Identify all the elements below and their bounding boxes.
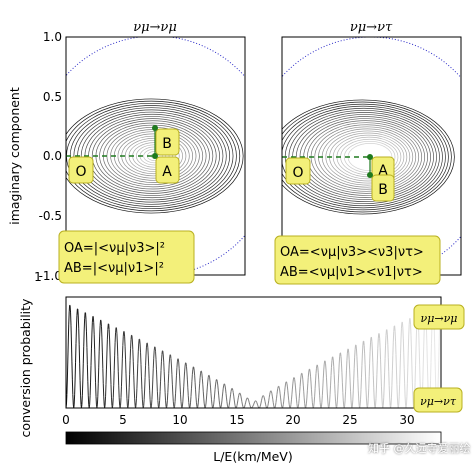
spiral-ellipse: [73, 107, 231, 205]
point-a-right: [367, 154, 373, 160]
xtick-15: 15: [229, 413, 244, 427]
bottom-panel: 1 conversion probability 0 5 10 15 20 25…: [18, 270, 465, 464]
colorbar: [65, 431, 442, 445]
spiral-ellipse: [314, 124, 420, 190]
legend-nutau: νμ→ντ: [420, 395, 457, 408]
label-a-right: A: [378, 163, 388, 179]
label-o-left: O: [75, 164, 86, 180]
bottom-frame: [65, 296, 442, 409]
spiral-ellipse: [66, 100, 241, 212]
left-panel: νμ→νμ 1.0 0.5 0.0 -0.5 -1.0 imaginary co…: [7, 20, 246, 284]
spiral-ellipse: [66, 98, 244, 214]
xtick-5: 5: [119, 413, 127, 427]
legend-numu-box: [413, 304, 465, 330]
right-formula-ab: AB=<νμ|ν1><ν1|ντ>: [280, 265, 423, 280]
spiral-ellipse: [99, 122, 207, 190]
ytick-neg1.0: -1.0: [39, 269, 62, 283]
spiral-ellipse: [325, 130, 411, 184]
spiral-ellipse: [80, 111, 224, 201]
oscillation-lines: [66, 302, 441, 408]
spiral-ellipse: [282, 105, 446, 209]
spiral-ellipse: [306, 120, 426, 194]
bottom-ylabel: conversion probability: [18, 298, 33, 437]
left-ylabel: imaginary component: [7, 87, 22, 225]
watermark: 知乎 @久远寺爱丽绘: [368, 442, 471, 455]
ytick-0.5: 0.5: [43, 90, 62, 104]
spiral-ellipse: [124, 137, 183, 175]
colorbar-label: L/E(km/MeV): [213, 449, 292, 464]
label-box-a-left: [155, 156, 180, 184]
spiral-ellipse: [299, 116, 431, 198]
spiral-ellipse: [288, 109, 440, 205]
label-box-o-left: [68, 156, 94, 184]
xtick-0: 0: [62, 413, 70, 427]
point-b-left: [152, 125, 158, 131]
right-formula-oa: OA=<νμ|ν3><ν3|ντ>: [280, 245, 424, 260]
spiral-ellipse: [332, 134, 405, 180]
spiral-ellipse: [91, 118, 214, 194]
ytick-1.0: 1.0: [43, 30, 62, 44]
spiral-ellipse: [117, 133, 190, 179]
point-a-left: [152, 153, 158, 159]
legend-nutau-box: [413, 387, 463, 413]
xtick-25: 25: [342, 413, 357, 427]
label-box-b-left: [155, 128, 180, 156]
ytick-0.0: 0.0: [43, 149, 62, 163]
left-formula-oa: OA=|<νμ|ν3>|²: [64, 241, 165, 256]
spiral-ellipse: [135, 144, 173, 168]
label-b-left: B: [162, 136, 172, 152]
left-formula-ab: AB=|<νμ|ν1>|²: [64, 261, 164, 276]
right-panel: νμ→ντ O A B OA=<νμ|ν3><ν3|ντ> AB=<νμ|ν1>…: [274, 20, 462, 285]
label-o-right: O: [292, 165, 303, 181]
legend-numu: νμ→νμ: [421, 312, 458, 325]
label-box-o-right: [285, 157, 311, 185]
bottom-ytick-1: 1: [34, 270, 42, 284]
bottom-xticks: 0 5 10 15 20 25 30: [62, 413, 414, 427]
spiral-ellipse: [282, 103, 449, 211]
right-formula-box: [274, 235, 441, 285]
right-spiral-ellipses: [282, 99, 455, 215]
ytick-neg0.5: -0.5: [39, 209, 62, 223]
left-yticks: 1.0 0.5 0.0 -0.5 -1.0: [39, 30, 62, 283]
label-b-right: B: [378, 182, 388, 198]
right-title: νμ→ντ: [350, 20, 393, 35]
xtick-30: 30: [399, 413, 414, 427]
xtick-20: 20: [285, 413, 300, 427]
left-title: νμ→νμ: [133, 20, 177, 35]
left-formula-box: [58, 230, 195, 284]
label-box-b-right: [371, 174, 395, 202]
spiral-ellipse: [282, 99, 455, 215]
label-a-left: A: [162, 164, 172, 180]
xtick-10: 10: [172, 413, 187, 427]
point-b-right: [367, 172, 373, 178]
spiral-ellipse: [282, 101, 452, 213]
spiral-ellipse: [128, 140, 180, 172]
spiral-ellipse: [295, 114, 434, 200]
